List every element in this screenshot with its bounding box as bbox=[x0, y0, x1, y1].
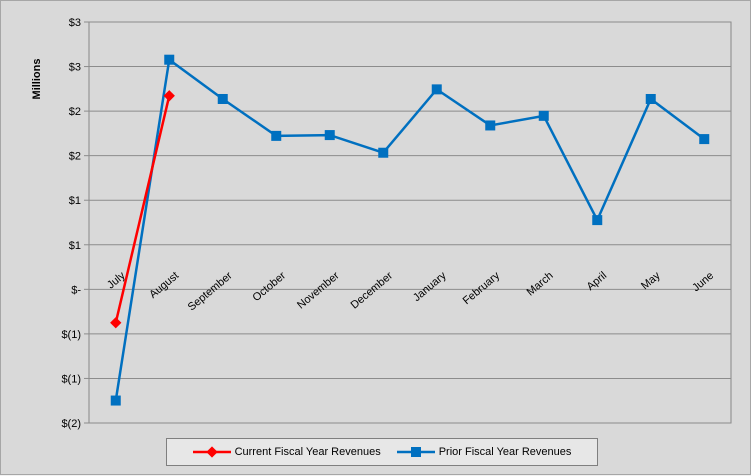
legend-prior-swatch bbox=[396, 447, 435, 457]
data-point bbox=[645, 93, 656, 104]
data-point bbox=[324, 130, 335, 141]
y-tick-label: $2 bbox=[69, 106, 81, 118]
data-point bbox=[110, 395, 121, 406]
legend-item-current: Current Fiscal Year Revenues bbox=[192, 446, 381, 458]
data-point bbox=[378, 147, 389, 158]
y-tick-label: $3 bbox=[69, 62, 81, 74]
series-line-1 bbox=[114, 57, 705, 401]
data-point bbox=[431, 84, 442, 95]
legend-prior-label: Prior Fiscal Year Revenues bbox=[438, 446, 572, 458]
legend-current-label: Current Fiscal Year Revenues bbox=[234, 446, 381, 458]
series-line-0 bbox=[114, 95, 171, 324]
y-tick-label: $3 bbox=[69, 17, 81, 29]
y-tick-label: $(1) bbox=[61, 329, 81, 341]
y-tick-label: $(2) bbox=[61, 418, 81, 430]
plot-area bbox=[88, 21, 732, 424]
data-point bbox=[217, 93, 228, 104]
data-point bbox=[538, 110, 549, 121]
y-tick-label: $2 bbox=[69, 151, 81, 163]
legend: Current Fiscal Year Revenues Prior Fisca… bbox=[166, 438, 598, 466]
legend-current-swatch bbox=[192, 446, 231, 458]
data-point bbox=[592, 215, 603, 226]
y-tick-label: $1 bbox=[69, 240, 81, 252]
data-point bbox=[485, 120, 496, 131]
y-tick-label: $1 bbox=[69, 195, 81, 207]
data-point bbox=[164, 54, 175, 65]
data-point bbox=[271, 130, 282, 141]
y-tick-label: $- bbox=[71, 284, 81, 296]
data-point bbox=[699, 134, 710, 145]
y-axis-title: Millions bbox=[31, 59, 43, 100]
legend-item-prior: Prior Fiscal Year Revenues bbox=[396, 446, 572, 458]
y-tick-label: $(1) bbox=[61, 373, 81, 385]
